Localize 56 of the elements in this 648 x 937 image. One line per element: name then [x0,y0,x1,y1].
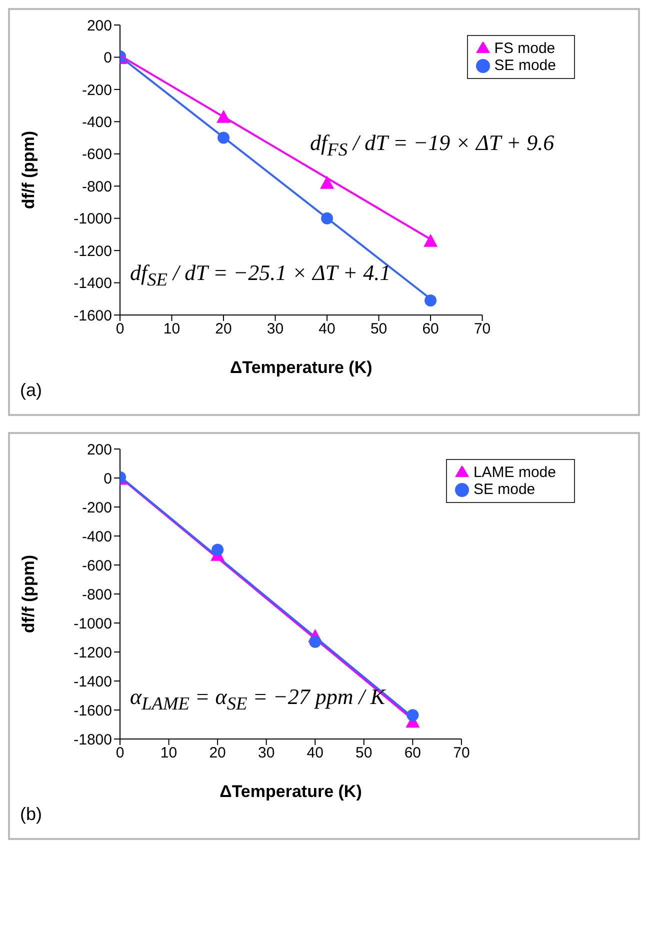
x-axis-title: ΔTemperature (K) [220,782,362,801]
x-tick-label: 50 [356,744,372,762]
y-tick-label: -1000 [74,210,112,228]
y-tick-label: -1200 [74,242,112,260]
x-tick-label: 0 [116,320,124,338]
annotation: df$_{FS}$ / dT = −19 × ΔT + 9.6 [310,130,554,160]
y-axis-title: df/f (ppm) [19,554,38,634]
y-tick-label: -600 [82,146,112,164]
y-tick-label: -1200 [74,644,112,662]
point [424,294,437,306]
legend-label: LAME mode [473,464,556,481]
y-tick-label: 0 [104,470,112,488]
x-tick-label: 0 [116,744,124,762]
annotation: df$_{SE}$ / dT = −25.1 × ΔT + 4.1 [130,260,391,290]
y-tick-label: -1400 [74,673,112,690]
y-tick-label: -1600 [74,307,112,324]
point [406,709,419,722]
x-tick-label: 30 [258,744,275,762]
y-tick-label: -1800 [74,731,112,748]
text: (a) [20,380,42,401]
x-tick-label: 60 [422,320,439,338]
x-tick-label: 30 [266,320,284,338]
point [212,544,224,556]
y-tick-label: 200 [86,17,112,34]
y-axis-title: df/f (ppm) [19,130,38,210]
y-tick-label: -200 [82,82,112,99]
x-tick-label: 50 [370,320,388,338]
legend-label: FS mode [494,40,556,57]
x-tick-label: 40 [318,320,336,338]
point [424,234,438,247]
x-tick-label: 10 [160,744,178,762]
point [309,636,322,648]
y-tick-label: -400 [82,114,112,131]
x-tick-label: 20 [215,320,232,338]
x-tick-label: 40 [306,744,324,762]
y-tick-label: -200 [82,499,112,516]
y-tick-label: -400 [82,528,112,546]
legend-label: SE mode [494,57,556,74]
point [320,176,334,189]
x-tick-label: 70 [474,320,491,338]
x-tick-label: 10 [163,320,180,338]
y-tick-label: -800 [82,178,112,196]
x-axis-title: ΔTemperature (K) [230,358,372,377]
y-tick-label: 0 [104,50,112,67]
y-tick-label: -800 [82,586,112,604]
y-tick-label: -1400 [74,275,112,292]
y-tick-label: 200 [86,441,112,458]
y-tick-label: -1000 [74,615,112,632]
annotation: α$_{LAME}$ = α$_{SE}$ = −27 ppm / K [130,684,386,714]
y-tick-label: -1600 [74,702,112,720]
x-tick-label: 20 [209,744,226,762]
x-tick-label: 60 [404,744,422,762]
x-tick-label: 70 [453,744,470,762]
text: (b) [20,804,42,825]
legend-label: SE mode [473,481,536,498]
y-tick-label: -600 [82,557,112,574]
